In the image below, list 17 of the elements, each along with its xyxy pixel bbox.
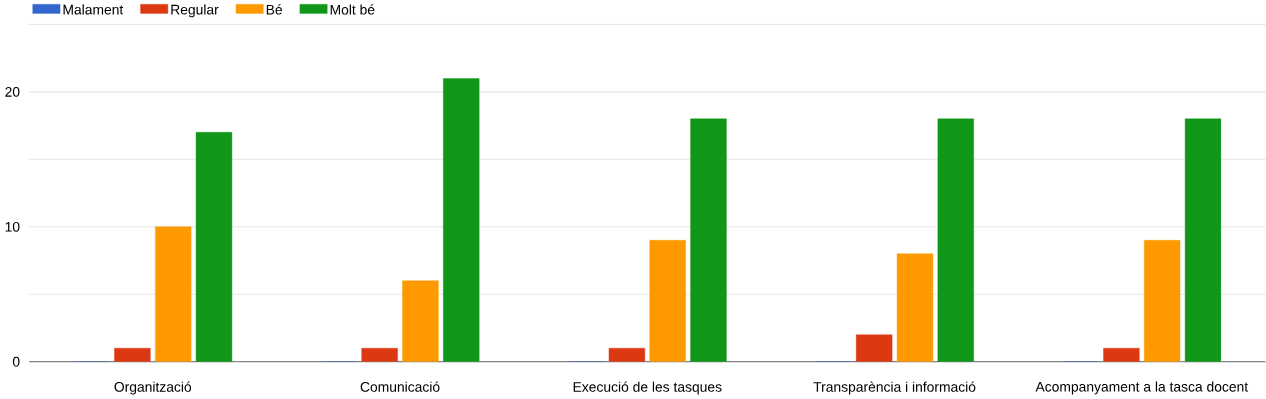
bar xyxy=(608,347,646,362)
legend-label: Molt bé xyxy=(330,4,375,15)
bar xyxy=(1103,347,1140,362)
x-tick-label: Transparència i informació xyxy=(813,381,976,395)
legend-label: Bé xyxy=(266,4,283,15)
bar xyxy=(856,334,893,362)
bar xyxy=(361,347,398,362)
x-tick-label: Acompanyament a la tasca docent xyxy=(1035,381,1249,395)
y-tick-label: 0 xyxy=(12,356,20,367)
x-tick-label: Organització xyxy=(114,381,192,395)
x-tick-label: Execució de les tasques xyxy=(573,381,722,395)
x-tick-label: Comunicació xyxy=(360,381,440,392)
y-tick-label: 20 xyxy=(5,86,20,97)
legend-label: Regular xyxy=(171,4,219,18)
y-tick-label: 10 xyxy=(5,221,20,232)
legend-label: Malament xyxy=(63,4,124,15)
bar xyxy=(114,347,151,362)
